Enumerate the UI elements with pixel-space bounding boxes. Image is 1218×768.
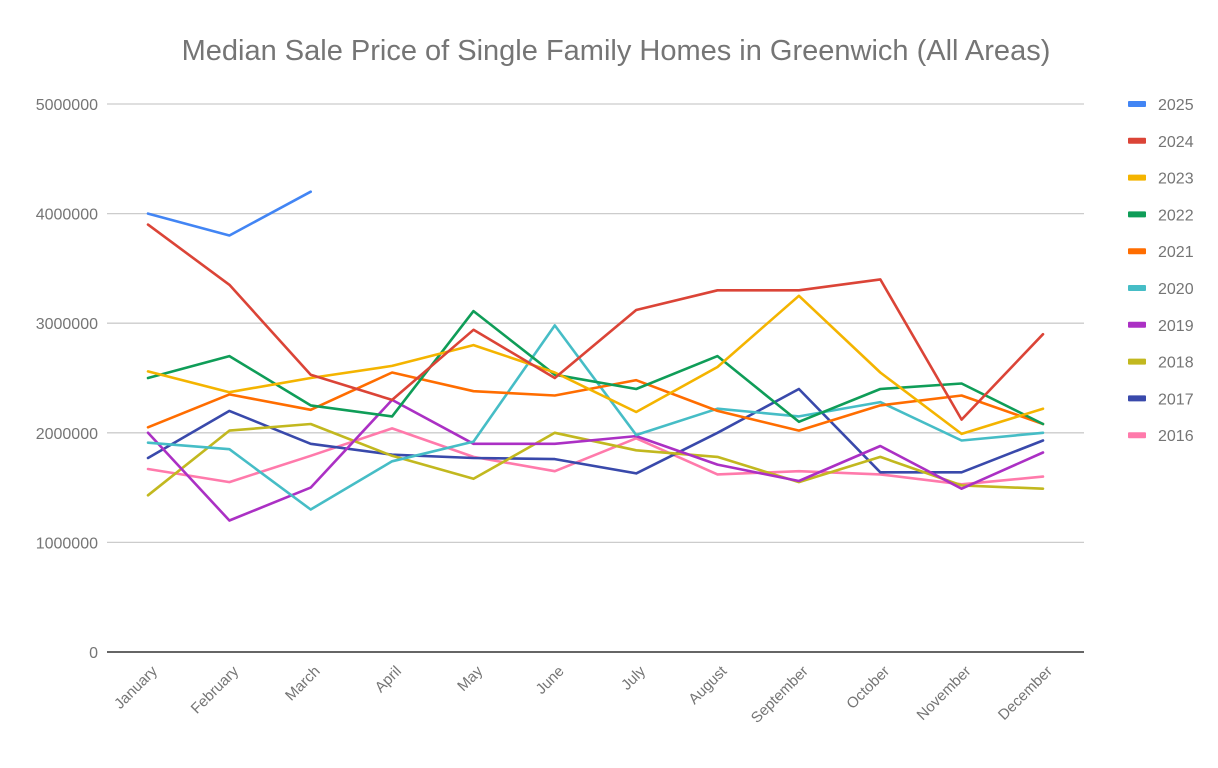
legend-item-2020: 2020	[1128, 281, 1194, 298]
legend-swatch	[1128, 395, 1146, 402]
x-tick-label: June	[533, 663, 568, 698]
legend-swatch	[1128, 358, 1146, 365]
x-tick-label: August	[685, 662, 731, 708]
y-tick-label: 2000000	[36, 426, 98, 443]
x-tick-label: February	[188, 662, 243, 717]
x-tick-label: May	[454, 662, 486, 694]
legend-label: 2016	[1158, 428, 1194, 445]
y-tick-label: 4000000	[36, 207, 98, 224]
legend-item-2017: 2017	[1128, 391, 1194, 408]
series-line-2019	[146, 398, 1045, 522]
legend-swatch	[1128, 174, 1146, 181]
legend-label: 2018	[1158, 355, 1194, 372]
legend-swatch	[1128, 432, 1146, 439]
x-tick-label: March	[282, 663, 323, 704]
series-line-2016	[146, 427, 1045, 486]
legend-item-2025: 2025	[1128, 97, 1194, 114]
legend-swatch	[1128, 211, 1146, 218]
legend-item-2016: 2016	[1128, 428, 1194, 445]
legend: 2025 2024 2023 2022 2021 2020 2019 2018 2017 2016	[1128, 97, 1194, 445]
y-tick-label: 5000000	[36, 97, 98, 114]
y-tick-label: 1000000	[36, 535, 98, 552]
series-line-2022	[146, 309, 1045, 426]
legend-label: 2020	[1158, 281, 1194, 298]
series-lines	[146, 190, 1045, 522]
x-tick-label: April	[372, 663, 405, 696]
x-tick-label: September	[748, 663, 812, 727]
legend-item-2023: 2023	[1128, 171, 1194, 188]
legend-label: 2022	[1158, 207, 1194, 224]
legend-swatch	[1128, 101, 1146, 107]
legend-item-2021: 2021	[1128, 244, 1194, 261]
legend-label: 2024	[1158, 134, 1194, 151]
legend-label: 2025	[1158, 97, 1194, 114]
legend-swatch	[1128, 137, 1146, 144]
x-tick-label: December	[995, 663, 1056, 724]
legend-item-2024: 2024	[1128, 134, 1194, 151]
series-line-2020	[146, 324, 1045, 511]
chart-title: Median Sale Price of Single Family Homes…	[182, 35, 1051, 67]
series-line-2017	[146, 387, 1045, 475]
x-tick-label: January	[111, 662, 161, 712]
y-tick-label: 0	[89, 645, 98, 662]
x-tick-label: November	[914, 663, 975, 724]
legend-label: 2019	[1158, 318, 1194, 335]
series-line-2025	[146, 190, 312, 237]
x-tick-label: October	[843, 663, 893, 713]
legend-label: 2017	[1158, 391, 1194, 408]
legend-label: 2021	[1158, 244, 1194, 261]
series-line-2023	[146, 294, 1045, 436]
x-axis-ticks: January February March April May June July Augu…	[111, 662, 1056, 726]
legend-swatch	[1128, 285, 1146, 291]
y-tick-label: 3000000	[36, 316, 98, 333]
legend-item-2022: 2022	[1128, 207, 1194, 224]
x-tick-label: July	[618, 662, 649, 693]
series-line-2024	[146, 223, 1045, 421]
series-line-2018	[146, 422, 1045, 497]
series-line-2021	[146, 371, 1045, 432]
y-axis-ticks: 0 1000000 2000000 3000000 4000000 5000000	[36, 97, 98, 662]
legend-swatch	[1128, 321, 1146, 328]
legend-item-2018: 2018	[1128, 355, 1194, 372]
legend-item-2019: 2019	[1128, 318, 1194, 335]
legend-label: 2023	[1158, 171, 1194, 188]
legend-swatch	[1128, 248, 1146, 255]
